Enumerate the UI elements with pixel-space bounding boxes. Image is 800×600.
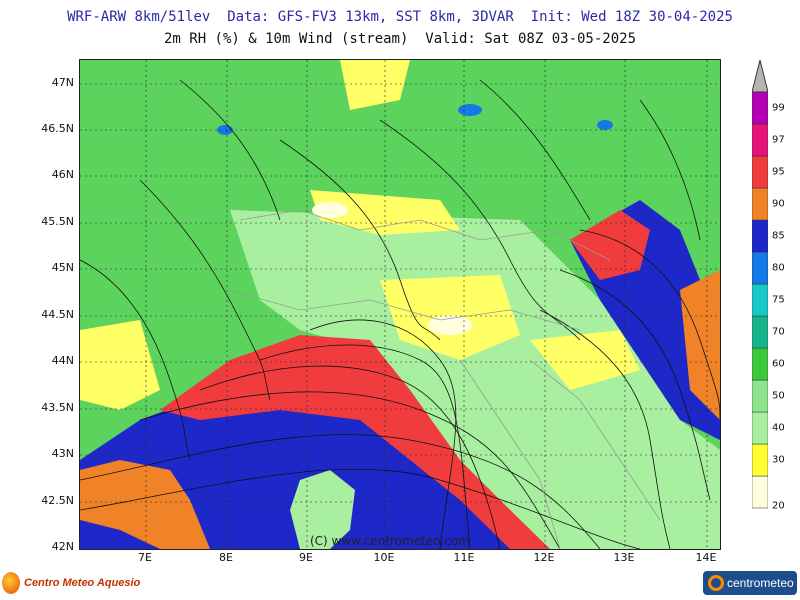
colorbar-band bbox=[752, 187, 768, 221]
colorbar-band bbox=[752, 443, 768, 477]
lat-label: 47N bbox=[51, 76, 74, 89]
colorbar-band bbox=[752, 283, 768, 317]
lon-label: 12E bbox=[533, 551, 555, 564]
colorbar-label: 97 bbox=[772, 134, 785, 146]
rh-zone-cyan bbox=[597, 120, 613, 130]
rh-zone-dry bbox=[340, 60, 410, 110]
lon-label: 7E bbox=[138, 551, 152, 564]
lon-label: 10E bbox=[373, 551, 395, 564]
rh-zone-very-dry bbox=[312, 202, 348, 218]
lat-label: 45.5N bbox=[41, 215, 74, 228]
admin-borders bbox=[229, 209, 661, 549]
colorbar-label: 40 bbox=[772, 422, 785, 434]
rh-zone-moist-blue bbox=[80, 345, 550, 549]
colorbar-label: 50 bbox=[772, 390, 785, 402]
lat-label: 42N bbox=[51, 540, 74, 553]
colorbar-label: 99 bbox=[772, 102, 785, 114]
rh-zone-moist-orange bbox=[80, 460, 210, 549]
rh-zone-island bbox=[290, 470, 355, 549]
colorbar-band bbox=[752, 219, 768, 253]
lat-label: 44N bbox=[51, 354, 74, 367]
colorbar-label: 80 bbox=[772, 262, 785, 274]
colorbar-band bbox=[752, 251, 768, 285]
rh-zone-moist-orange bbox=[680, 270, 720, 420]
centro-meteo-aquesio-logo[interactable]: Centro Meteo Aquesio bbox=[2, 569, 140, 597]
graticule bbox=[80, 60, 720, 549]
colorbar-label: 85 bbox=[772, 230, 785, 242]
rh-zone-dry bbox=[80, 320, 160, 410]
lon-label: 14E bbox=[695, 551, 717, 564]
chart-subtitle: 2m RH (%) & 10m Wind (stream) Valid: Sat… bbox=[163, 31, 636, 47]
colorbar-band bbox=[752, 155, 768, 189]
lat-label: 44.5N bbox=[41, 308, 74, 321]
lat-label: 45N bbox=[51, 261, 74, 274]
rh-zone-cyan bbox=[458, 104, 482, 116]
rh-zone-moist-red bbox=[570, 210, 650, 280]
rh-zone-light bbox=[230, 210, 720, 549]
colorbar-band bbox=[752, 315, 768, 349]
colorbar-label: 90 bbox=[772, 198, 785, 210]
wind-streamlines bbox=[80, 79, 720, 549]
colorbar-label: 60 bbox=[772, 358, 785, 370]
logo-icon bbox=[708, 575, 724, 591]
colorbar-label: 70 bbox=[772, 326, 785, 338]
copyright-text: (C) www.centrometeo.com bbox=[310, 534, 470, 548]
lon-label: 8E bbox=[219, 551, 233, 564]
colorbar-band bbox=[752, 91, 768, 125]
rh-zone-dry bbox=[530, 330, 640, 390]
colorbar-band bbox=[752, 123, 768, 157]
rh-zone-moist-red bbox=[160, 335, 550, 549]
lat-label: 46N bbox=[51, 168, 74, 181]
colorbar-label: 20 bbox=[772, 500, 785, 512]
colorbar-arrow bbox=[752, 60, 768, 93]
logo-icon bbox=[2, 572, 20, 594]
colorbar-band bbox=[752, 347, 768, 381]
lat-label: 43N bbox=[51, 447, 74, 460]
rh-zone-dry bbox=[310, 190, 460, 235]
lon-label: 9E bbox=[299, 551, 313, 564]
colorbar-label: 30 bbox=[772, 454, 785, 466]
colorbar-band bbox=[752, 379, 768, 413]
colorbar-band bbox=[752, 411, 768, 445]
logo-left-text: Centro Meteo Aquesio bbox=[24, 577, 141, 589]
colorbar-band bbox=[752, 475, 768, 509]
centrometeo-logo[interactable]: centrometeo bbox=[703, 571, 797, 595]
colorbar-label: 95 bbox=[772, 166, 785, 178]
colorbar bbox=[752, 60, 768, 509]
lon-label: 13E bbox=[613, 551, 635, 564]
map-area[interactable] bbox=[79, 59, 721, 550]
lat-label: 46.5N bbox=[41, 122, 74, 135]
lat-label: 43.5N bbox=[41, 401, 74, 414]
logo-right-text: centrometeo bbox=[727, 576, 794, 590]
lon-label: 11E bbox=[453, 551, 475, 564]
colorbar-label: 75 bbox=[772, 294, 785, 306]
lat-label: 42.5N bbox=[41, 494, 74, 507]
chart-title: WRF-ARW 8km/51lev Data: GFS-FV3 13km, SS… bbox=[67, 9, 733, 25]
rh-field-map bbox=[80, 60, 720, 549]
rh-zone-very-dry bbox=[428, 315, 472, 335]
